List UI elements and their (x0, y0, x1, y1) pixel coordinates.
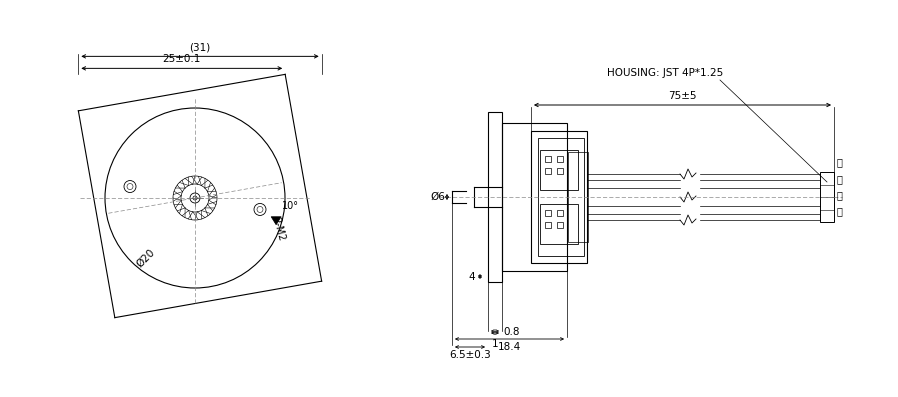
Bar (568, 152, 588, 242)
Text: 18.4: 18.4 (497, 342, 521, 352)
Text: HOUSING: JST 4P*1.25: HOUSING: JST 4P*1.25 (607, 68, 723, 78)
Text: 2-M2: 2-M2 (270, 216, 286, 243)
Bar (531, 131, 587, 263)
Text: Ø20: Ø20 (135, 248, 156, 270)
Text: 75±5: 75±5 (668, 91, 697, 101)
Text: 10°: 10° (282, 201, 299, 212)
Bar (557, 210, 563, 216)
Text: 25±0.1: 25±0.1 (163, 54, 201, 64)
Text: 1: 1 (492, 339, 498, 349)
Bar (540, 150, 578, 190)
Text: 橙
蓝
紫
灰: 橙 蓝 紫 灰 (837, 157, 843, 217)
Text: 4: 4 (469, 272, 475, 281)
Bar (540, 204, 578, 244)
Bar (557, 222, 563, 228)
Text: 6.5±0.3: 6.5±0.3 (449, 350, 491, 360)
Bar (545, 168, 551, 174)
Bar (538, 138, 584, 256)
Bar (502, 123, 567, 271)
Bar (820, 172, 834, 222)
Bar (488, 112, 502, 282)
Text: (31): (31) (189, 42, 211, 52)
Polygon shape (271, 217, 281, 225)
Bar (557, 168, 563, 174)
Bar (545, 222, 551, 228)
Text: Ø6: Ø6 (430, 192, 445, 202)
Bar (545, 156, 551, 162)
Text: 0.8: 0.8 (503, 327, 520, 337)
Bar (545, 210, 551, 216)
Bar (557, 156, 563, 162)
